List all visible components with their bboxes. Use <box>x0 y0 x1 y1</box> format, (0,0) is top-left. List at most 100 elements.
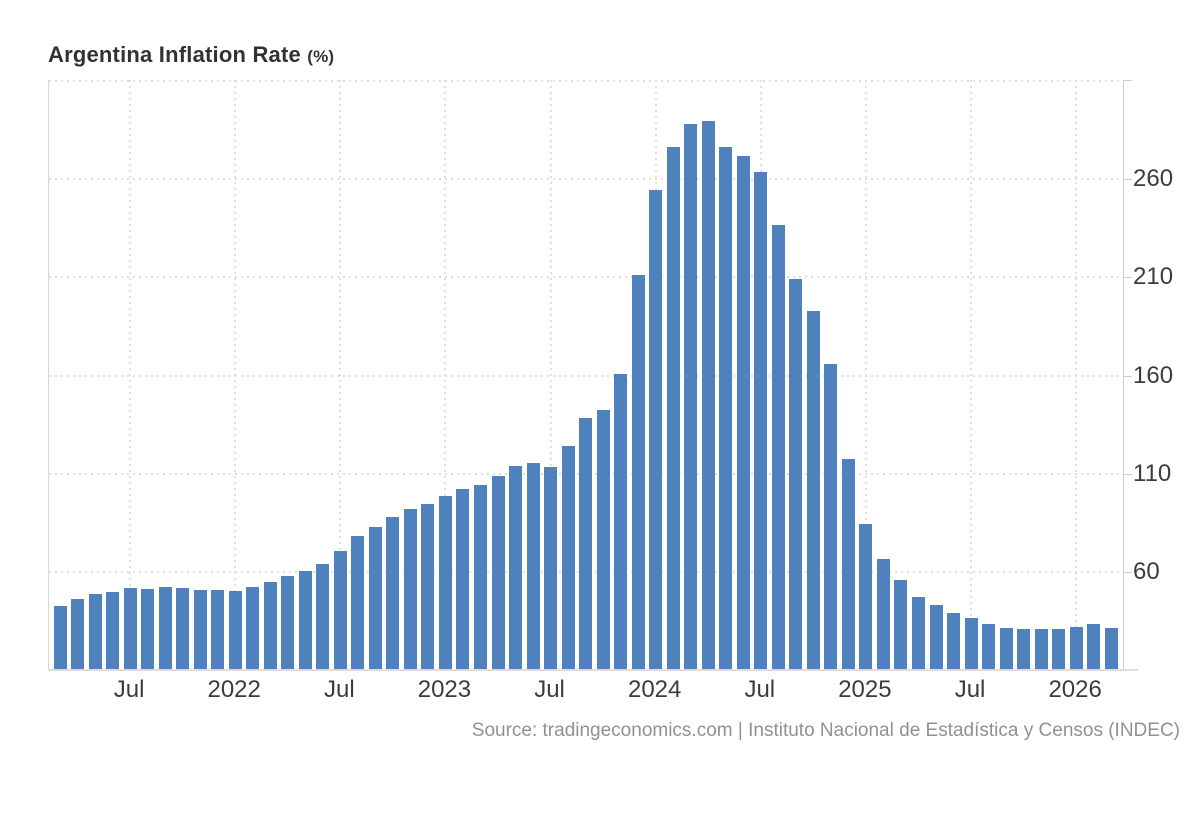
x-gridline-2022-07 <box>339 80 342 669</box>
bar-2022-07[interactable] <box>333 550 347 669</box>
bar-2021-06[interactable] <box>106 591 120 669</box>
x-axis-label-2025-01: 2025 <box>838 676 892 703</box>
bar-2021-12[interactable] <box>211 590 225 669</box>
bar-2023-03[interactable] <box>473 485 487 669</box>
chart-title: Argentina Inflation Rate (%) <box>48 42 334 68</box>
bar-2022-12[interactable] <box>421 503 435 669</box>
y-tick-110 <box>1123 473 1132 475</box>
y-tick-210 <box>1123 277 1132 279</box>
bar-2025-11[interactable] <box>1034 629 1048 669</box>
x-gridline-2023-01 <box>444 80 447 669</box>
bar-2023-02[interactable] <box>456 488 470 669</box>
bar-2023-11[interactable] <box>614 373 628 669</box>
bar-2023-07[interactable] <box>544 467 558 669</box>
bar-2025-04[interactable] <box>911 597 925 669</box>
bar-2021-09[interactable] <box>158 587 172 669</box>
bar-2022-05[interactable] <box>298 570 312 669</box>
bar-2025-07[interactable] <box>964 618 978 669</box>
x-gridline-2023-07 <box>549 80 552 669</box>
bar-2022-01[interactable] <box>228 590 242 669</box>
bar-2023-05[interactable] <box>509 465 523 669</box>
bar-2024-11[interactable] <box>824 363 838 669</box>
x-axis-label-2026-01: 2026 <box>1048 676 1102 703</box>
bar-2025-01[interactable] <box>859 524 873 669</box>
chart-title-text: Argentina Inflation Rate <box>48 42 301 67</box>
bar-2023-12[interactable] <box>631 274 645 669</box>
bar-2024-06[interactable] <box>736 156 750 669</box>
x-axis-label-2023-07: Jul <box>534 676 565 703</box>
y-axis-label-110: 110 <box>1133 459 1172 487</box>
x-axis-label-2023-01: 2023 <box>417 676 472 703</box>
bar-2025-02[interactable] <box>876 558 890 669</box>
bar-2022-03[interactable] <box>263 581 277 669</box>
y-gridline-160 <box>49 374 1123 377</box>
bar-2025-08[interactable] <box>982 624 996 669</box>
x-axis-label-2022-07: Jul <box>323 676 355 703</box>
bar-2024-01[interactable] <box>649 190 663 669</box>
y-gridline-210 <box>49 276 1123 279</box>
bar-2026-03[interactable] <box>1104 628 1118 669</box>
y-tick-160 <box>1123 375 1132 377</box>
x-gridline-2022-01 <box>234 80 237 669</box>
x-axis-label-2024-01: 2024 <box>627 676 682 703</box>
bar-2021-07[interactable] <box>123 588 137 669</box>
bar-2025-12[interactable] <box>1052 629 1066 669</box>
bar-2025-03[interactable] <box>894 580 908 669</box>
bar-2022-02[interactable] <box>246 587 260 669</box>
bar-2021-10[interactable] <box>176 587 190 669</box>
bar-2022-11[interactable] <box>403 508 417 669</box>
x-axis-line <box>48 669 1138 671</box>
x-axis-label-2022-01: 2022 <box>207 676 261 703</box>
bar-2021-08[interactable] <box>141 589 155 669</box>
x-axis-label-2021-07: Jul <box>113 676 145 703</box>
bar-2024-09[interactable] <box>789 279 803 669</box>
plot-top-gridline <box>49 80 1123 82</box>
chart-title-unit: (%) <box>307 47 335 66</box>
bar-2025-06[interactable] <box>947 612 961 669</box>
y-axis-label-60: 60 <box>1133 558 1160 586</box>
bar-2023-08[interactable] <box>561 445 575 669</box>
y-gridline-260 <box>49 178 1123 181</box>
bar-2025-09[interactable] <box>999 627 1013 669</box>
x-gridline-2026-01 <box>1075 80 1078 669</box>
bar-2024-03[interactable] <box>684 124 698 669</box>
x-axis-label-2025-07: Jul <box>954 676 986 703</box>
x-gridline-2025-01 <box>864 80 867 669</box>
bar-2022-06[interactable] <box>316 564 330 669</box>
x-gridline-2021-07 <box>129 80 132 669</box>
source-attribution: Source: tradingeconomics.com | Instituto… <box>471 720 1180 741</box>
bar-2024-08[interactable] <box>771 224 785 669</box>
y-axis-label-210: 210 <box>1133 263 1174 291</box>
bar-2021-05[interactable] <box>88 594 102 669</box>
bar-2021-11[interactable] <box>193 589 207 669</box>
y-tick-60 <box>1123 572 1132 574</box>
bar-2023-10[interactable] <box>596 409 610 669</box>
bar-2024-05[interactable] <box>719 146 733 669</box>
bar-2021-04[interactable] <box>71 599 85 669</box>
bar-2024-07[interactable] <box>754 172 768 669</box>
bar-2023-09[interactable] <box>579 418 593 669</box>
y-tick-top <box>1123 80 1132 81</box>
x-axis-label-2024-07: Jul <box>744 676 776 703</box>
bar-2024-10[interactable] <box>806 310 820 669</box>
bar-2021-03[interactable] <box>53 606 67 669</box>
bar-2024-12[interactable] <box>841 458 855 669</box>
bar-2023-06[interactable] <box>526 462 540 669</box>
y-axis-label-260: 260 <box>1133 165 1174 193</box>
bar-2023-01[interactable] <box>438 495 452 669</box>
x-gridline-2025-07 <box>970 80 973 669</box>
bar-2025-10[interactable] <box>1017 629 1031 669</box>
bar-2024-02[interactable] <box>666 147 680 669</box>
bar-2022-10[interactable] <box>386 517 400 669</box>
bar-2026-02[interactable] <box>1087 624 1101 669</box>
bar-2022-08[interactable] <box>351 535 365 669</box>
bar-2024-04[interactable] <box>701 121 715 669</box>
bar-2023-04[interactable] <box>491 476 505 669</box>
bar-2022-09[interactable] <box>368 527 382 669</box>
bar-2026-01[interactable] <box>1069 627 1083 669</box>
plot-area <box>48 80 1124 669</box>
bar-2025-05[interactable] <box>929 604 943 669</box>
bar-2022-04[interactable] <box>281 576 295 669</box>
y-axis-label-160: 160 <box>1133 361 1174 389</box>
